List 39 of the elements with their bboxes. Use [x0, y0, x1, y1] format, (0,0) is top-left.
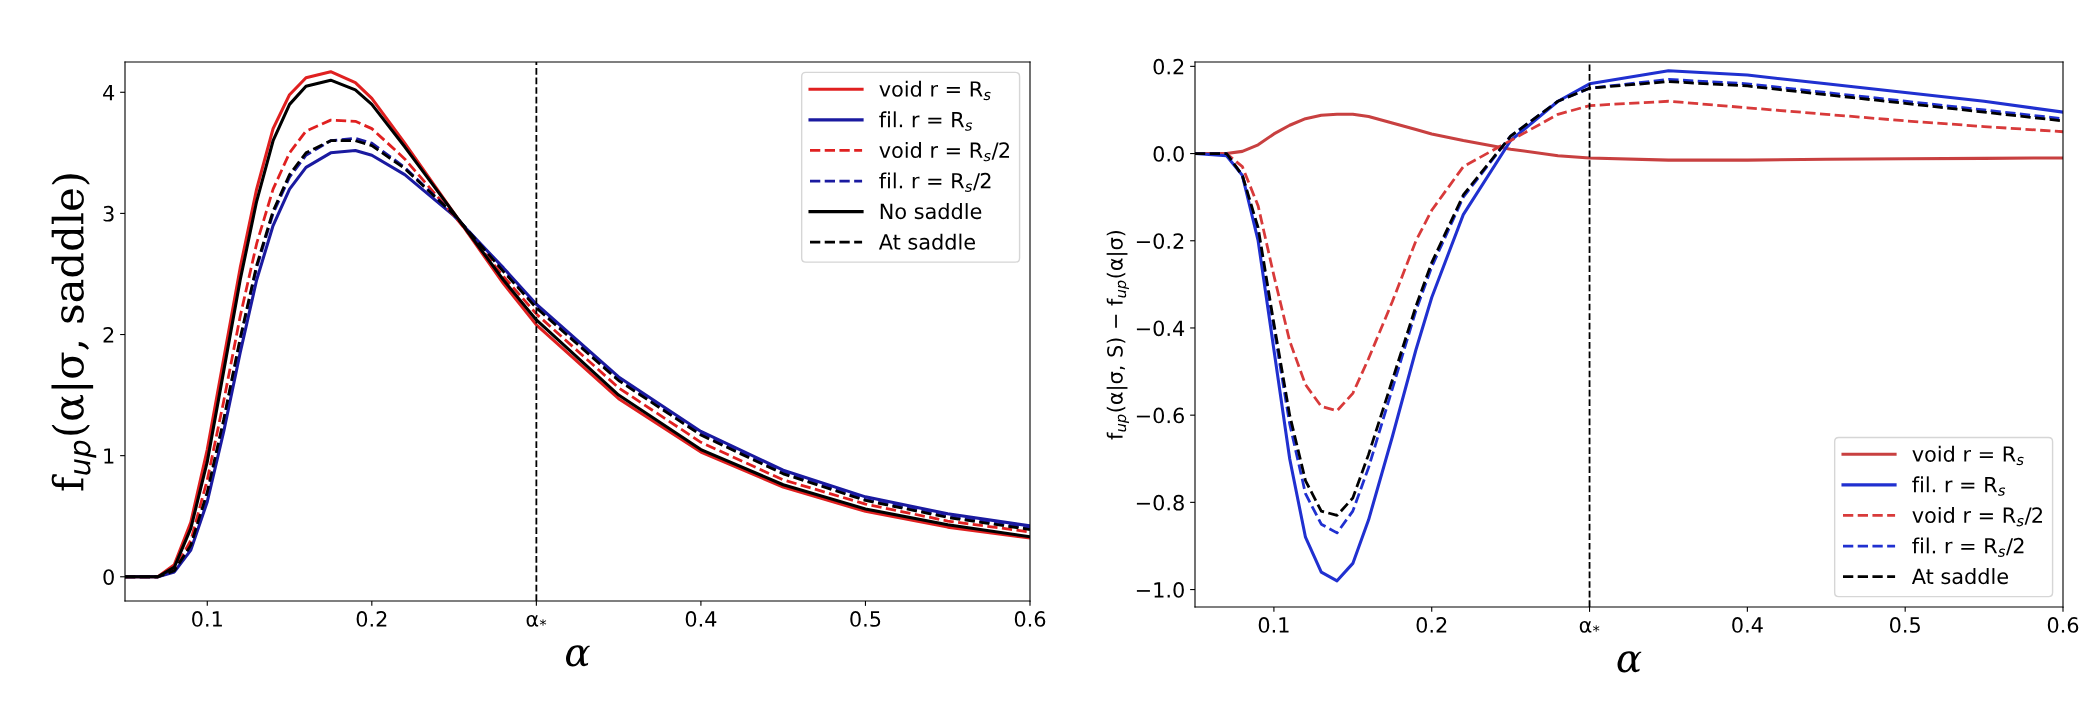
x-tick-label: 0.2: [356, 611, 387, 627]
legend-label: void r = R$_{s}$: [879, 80, 991, 101]
legend-label: At saddle: [878, 233, 975, 250]
legend-label: void r = R$_{s}$/2: [879, 141, 1009, 162]
x-axis-title: α: [566, 645, 590, 667]
x-axis-title: α: [1617, 651, 1642, 673]
x-tick-label: 0.1: [1258, 617, 1289, 633]
x-tick-label: 0.1: [192, 611, 222, 627]
x-tick-label: 0.5: [850, 611, 881, 627]
y-tick-label: −0.6: [1136, 407, 1184, 424]
y-tick-label: −0.8: [1136, 494, 1184, 511]
y-axis-title: f$_{up}$(α|σ, saddle): [51, 174, 97, 491]
y-tick-label: 1: [104, 448, 114, 464]
legend-label: At saddle: [1911, 568, 2008, 585]
x-tick-label: α$_{*}$: [1579, 620, 1600, 633]
x-tick-label: 0.5: [1889, 617, 1920, 633]
legend-label: fil. r = R$_{s}$: [1912, 476, 2006, 496]
legend-label: fil. r = R$_{s}$: [879, 111, 973, 131]
x-tick-label: 0.4: [685, 611, 717, 627]
legend-label: void r = R$_{s}$: [1912, 445, 2024, 466]
legend-label: fil. r = R$_{s}$/2: [1912, 537, 2024, 557]
x-tick-label: 0.2: [1416, 617, 1447, 633]
x-tick-label: 0.6: [1014, 611, 1046, 627]
y-tick-label: 0.0: [1153, 146, 1184, 162]
y-tick-label: 0.2: [1153, 58, 1184, 75]
y-tick-label: 3: [103, 205, 114, 222]
y-tick-label: −0.2: [1136, 233, 1184, 249]
y-axis-title: f$_{up}$(α|σ, S) − f$_{up}$(α|σ): [1106, 230, 1130, 440]
y-tick-label: −0.4: [1136, 320, 1185, 337]
y-tick-label: 2: [103, 326, 114, 343]
x-tick-label: α$_{*}$: [526, 614, 547, 627]
x-tick-label: 0.4: [1732, 617, 1763, 633]
y-tick-label: 4: [103, 85, 115, 101]
x-tick-label: 0.6: [2047, 617, 2079, 633]
legend-label: fil. r = R$_{s}$/2: [879, 172, 991, 192]
y-tick-label: −1.0: [1136, 582, 1184, 598]
legend-label: void r = R$_{s}$/2: [1912, 506, 2042, 527]
y-tick-label: 0: [103, 569, 114, 585]
legend-label: No saddle: [880, 203, 982, 220]
